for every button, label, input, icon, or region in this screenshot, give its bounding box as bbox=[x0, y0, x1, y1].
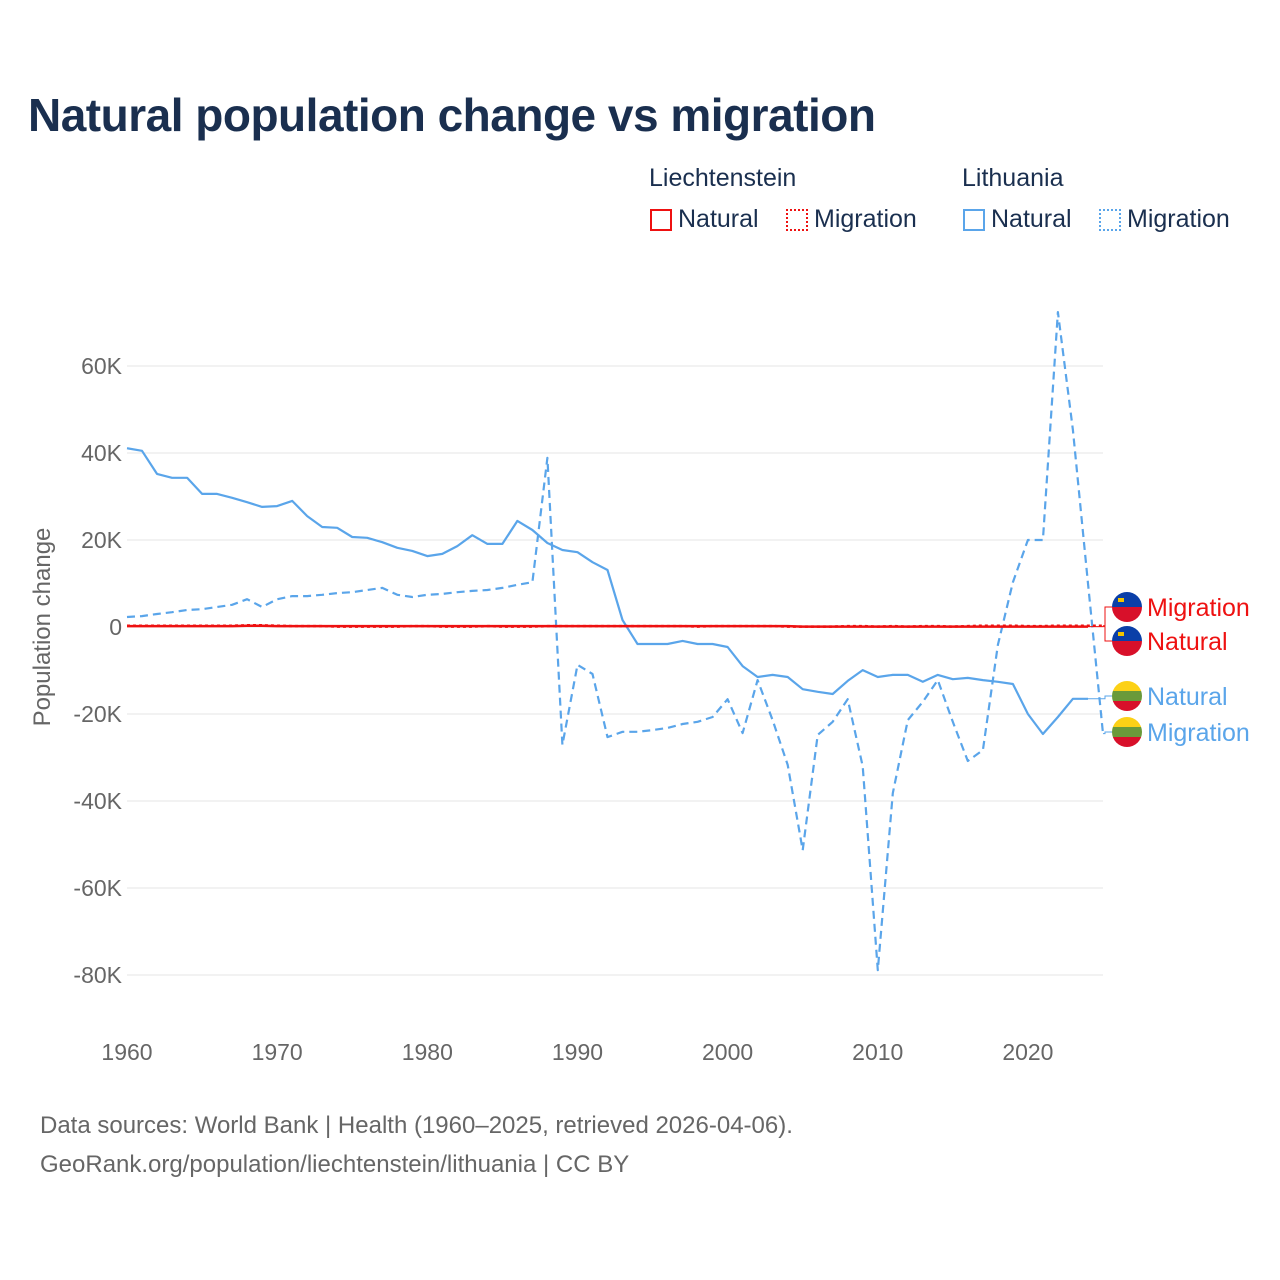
label-connector bbox=[1087, 626, 1112, 642]
label-connector bbox=[1102, 606, 1112, 627]
x-tick-label: 1960 bbox=[101, 1039, 152, 1065]
flag-stripe bbox=[1112, 641, 1142, 656]
end-label-liechtenstein-migration: Migration bbox=[1147, 594, 1250, 622]
y-tick-label: -20K bbox=[73, 701, 122, 727]
legend-item-lithuania-natural[interactable]: Natural bbox=[963, 205, 1072, 234]
flag-stripe bbox=[1112, 592, 1142, 607]
flag-stripe bbox=[1112, 691, 1142, 701]
x-tick-label: 2000 bbox=[702, 1039, 753, 1065]
crown-icon bbox=[1118, 598, 1124, 602]
series-line-lithuania-natural bbox=[126, 447, 1088, 736]
lithuania-flag-icon bbox=[1112, 681, 1142, 711]
series-line-lithuania-migration bbox=[126, 311, 1105, 972]
legend-label: Natural bbox=[991, 205, 1072, 233]
flag-stripe bbox=[1112, 681, 1142, 691]
legend-item-lithuania-migration[interactable]: Migration bbox=[1099, 205, 1230, 234]
x-tick-label: 1990 bbox=[552, 1039, 603, 1065]
y-tick-label: 40K bbox=[81, 440, 123, 466]
footer: Data sources: World Bank | Health (1960–… bbox=[40, 1106, 793, 1184]
lithuania-flag-icon bbox=[1112, 717, 1142, 747]
x-tick-label: 1980 bbox=[402, 1039, 453, 1065]
x-tick-label: 2010 bbox=[852, 1039, 903, 1065]
flag-stripe bbox=[1112, 717, 1142, 727]
end-label-lithuania-migration: Migration bbox=[1147, 719, 1250, 747]
chart-title: Natural population change vs migration bbox=[28, 89, 876, 141]
footer-link[interactable]: GeoRank.org/population/liechtenstein/lit… bbox=[40, 1151, 630, 1178]
label-connector bbox=[1087, 695, 1112, 700]
legend-label: Natural bbox=[678, 205, 759, 233]
flag-stripe bbox=[1112, 701, 1142, 711]
legend-swatch-solid-blue bbox=[963, 208, 985, 231]
x-tick-label: 2020 bbox=[1002, 1039, 1053, 1065]
x-tick-label: 1970 bbox=[252, 1039, 303, 1065]
label-connector bbox=[1102, 731, 1112, 735]
legend-group-liechtenstein: Liechtenstein bbox=[649, 164, 797, 192]
flag-stripe bbox=[1112, 737, 1142, 747]
liechtenstein-flag-icon bbox=[1112, 592, 1142, 622]
crown-icon bbox=[1118, 632, 1124, 636]
legend-label: Migration bbox=[1127, 205, 1230, 233]
end-label-lithuania-natural: Natural bbox=[1147, 683, 1228, 711]
y-tick-label: -60K bbox=[73, 875, 122, 901]
y-tick-label: 20K bbox=[81, 527, 123, 553]
y-tick-label: 0 bbox=[109, 614, 122, 640]
y-axis-label: Population change bbox=[29, 528, 56, 727]
legend-group-lithuania: Lithuania bbox=[962, 164, 1064, 192]
footer-sources: Data sources: World Bank | Health (1960–… bbox=[40, 1112, 793, 1139]
y-tick-label: 60K bbox=[81, 353, 123, 379]
legend-item-liechtenstein-natural[interactable]: Natural bbox=[650, 205, 759, 234]
flag-stripe bbox=[1112, 727, 1142, 737]
legend-label: Migration bbox=[814, 205, 917, 233]
series-line-liechtenstein-migration bbox=[127, 624, 1103, 628]
y-tick-label: -80K bbox=[73, 962, 122, 988]
y-tick-label: -40K bbox=[73, 788, 122, 814]
legend-swatch-dotted-red bbox=[786, 208, 808, 231]
liechtenstein-flag-icon bbox=[1112, 626, 1142, 656]
flag-stripe bbox=[1112, 607, 1142, 622]
legend-item-liechtenstein-migration[interactable]: Migration bbox=[786, 205, 917, 234]
legend-swatch-dotted-blue bbox=[1099, 208, 1121, 231]
end-label-liechtenstein-natural: Natural bbox=[1147, 628, 1228, 656]
legend-swatch-solid-red bbox=[650, 208, 672, 231]
flag-stripe bbox=[1112, 626, 1142, 641]
